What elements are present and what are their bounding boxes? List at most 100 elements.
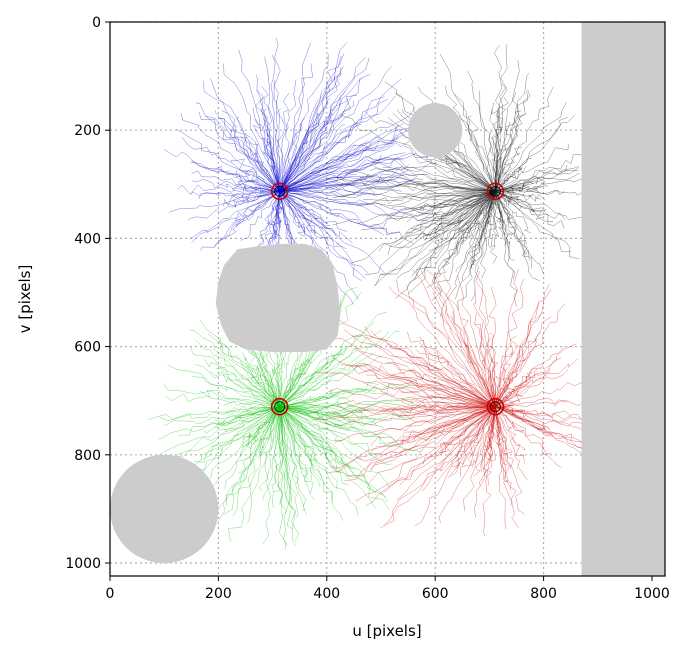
trajectory-line: [264, 56, 280, 192]
trajectory-line: [495, 166, 527, 192]
trajectory-line: [380, 406, 496, 528]
trajectory-line: [369, 167, 496, 192]
trajectory-line: [383, 167, 496, 192]
trajectory-line: [169, 191, 280, 213]
trajectory-line: [279, 191, 353, 244]
trajectory-line: [495, 406, 519, 528]
trajectory-line: [473, 406, 496, 477]
trajectory-line: [410, 191, 496, 212]
trajectory-line: [279, 403, 428, 414]
trajectory-line: [495, 406, 591, 422]
trajectory-line: [279, 406, 388, 502]
trajectory-line: [199, 390, 280, 407]
trajectory-line: [279, 377, 424, 407]
trajectory-line: [495, 341, 534, 407]
trajectory-line: [279, 152, 406, 192]
trajectory-line: [279, 173, 416, 192]
plot-frame: [109, 21, 666, 577]
x-tick-label: 800: [530, 586, 557, 602]
trajectory-line: [328, 183, 496, 192]
trajectory-line: [439, 53, 496, 192]
trajectory-line: [279, 191, 369, 274]
trajectory-line: [279, 352, 339, 407]
trajectory-line: [279, 95, 396, 192]
trajectory-line: [239, 406, 280, 458]
trajectory-line: [201, 406, 280, 485]
trajectory-line: [371, 191, 496, 205]
trajectory-line: [279, 358, 328, 407]
trajectory-line: [279, 42, 311, 192]
series-2: [147, 281, 428, 551]
trajectory-line: [409, 370, 496, 407]
trajectory-line: [191, 191, 280, 243]
trajectory-line: [398, 406, 496, 420]
trajectory-line: [279, 406, 313, 481]
trajectory-line: [444, 85, 496, 192]
trajectory-line: [252, 107, 280, 192]
trajectory-line: [279, 107, 416, 192]
trajectory-line: [192, 179, 280, 192]
trajectory-line: [223, 63, 280, 192]
trajectory-line: [279, 54, 329, 192]
trajectory-line: [345, 170, 496, 192]
x-tick-label: 600: [422, 586, 449, 602]
trajectory-line: [279, 406, 386, 498]
trajectory-line: [422, 406, 496, 465]
trajectory-line: [279, 124, 346, 192]
trajectory-line: [396, 279, 496, 407]
trajectory-line: [279, 57, 366, 192]
trajectory-line: [279, 189, 376, 198]
trajectory-line: [495, 335, 519, 407]
goal-marker-inner: [489, 185, 501, 197]
trajectory-line: [355, 191, 496, 206]
goal-marker: [270, 397, 289, 416]
trajectory-line: [408, 191, 496, 285]
trajectory-line: [483, 191, 496, 227]
trajectory-line: [330, 338, 496, 407]
trajectory-line: [335, 178, 496, 192]
trajectory-line: [271, 406, 280, 492]
trajectory-line: [242, 406, 280, 448]
trajectory-line: [279, 406, 363, 417]
trajectory-line: [232, 191, 280, 224]
trajectory-line: [493, 406, 502, 446]
trajectory-line: [158, 406, 280, 440]
trajectory-line: [274, 341, 283, 407]
trajectory-line: [279, 406, 344, 441]
trajectory-line: [404, 191, 496, 234]
trajectory-line: [369, 156, 496, 192]
trajectory-line: [351, 335, 496, 407]
x-tick-label: 400: [313, 586, 340, 602]
trajectory-line: [279, 137, 399, 192]
trajectory-line: [495, 191, 547, 211]
trajectory-line: [495, 398, 568, 407]
trajectory-line: [279, 345, 342, 407]
trajectory-line: [343, 329, 496, 407]
trajectory-line: [495, 406, 507, 530]
trajectory-line: [279, 406, 338, 490]
trajectory-line: [279, 178, 424, 192]
trajectory-line: [279, 355, 383, 407]
trajectory-line: [236, 116, 280, 192]
trajectory-line: [203, 80, 280, 192]
trajectory-line: [279, 406, 286, 551]
goal-markers: [270, 182, 505, 416]
trajectory-line: [491, 102, 499, 192]
trajectory-line: [401, 397, 496, 407]
trajectory-line: [495, 406, 572, 417]
trajectory-line: [455, 191, 496, 300]
trajectory-line: [240, 191, 280, 241]
trajectory-line: [463, 406, 496, 511]
trajectory-line: [495, 177, 589, 192]
trajectory-line: [495, 102, 567, 192]
trajectory-line: [279, 406, 354, 417]
trajectory-line: [434, 286, 496, 407]
trajectory-line: [279, 124, 399, 192]
trajectory-line: [380, 388, 496, 407]
trajectory-line: [279, 142, 372, 192]
series-3: [311, 265, 602, 536]
trajectory-line: [495, 406, 592, 455]
trajectory-line: [370, 191, 496, 226]
trajectory-line: [495, 144, 569, 192]
trajectory-line: [332, 406, 496, 418]
